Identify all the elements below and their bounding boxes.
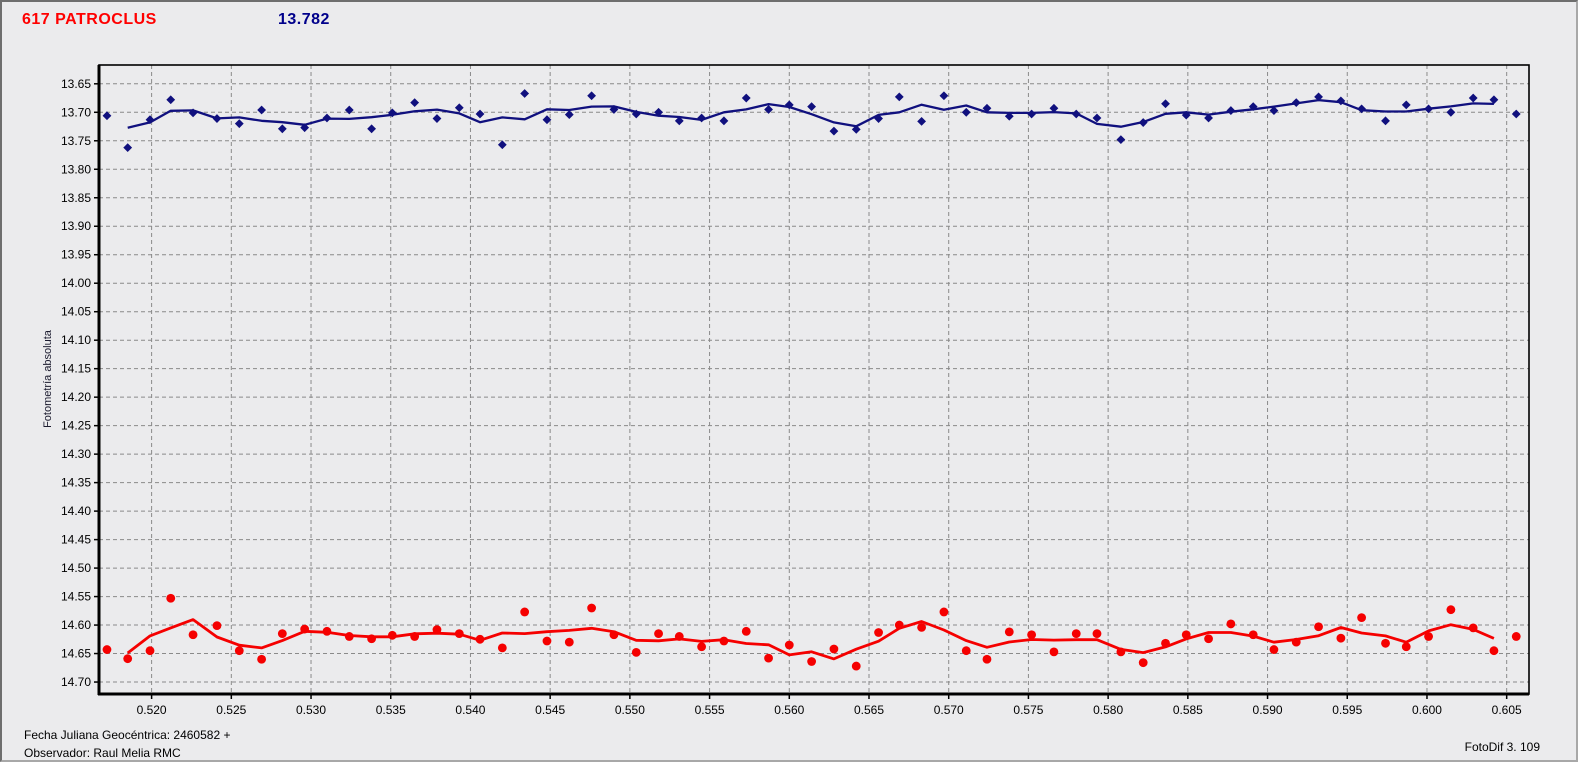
lower-red-curve xyxy=(102,593,1521,671)
svg-text:13.70: 13.70 xyxy=(61,105,91,119)
svg-text:13.75: 13.75 xyxy=(61,134,91,148)
svg-text:13.95: 13.95 xyxy=(61,248,91,262)
svg-text:14.25: 14.25 xyxy=(61,419,91,433)
svg-text:0.555: 0.555 xyxy=(695,703,725,717)
svg-text:14.65: 14.65 xyxy=(61,647,91,661)
svg-text:0.585: 0.585 xyxy=(1173,703,1203,717)
svg-text:0.535: 0.535 xyxy=(376,703,406,717)
svg-text:0.595: 0.595 xyxy=(1332,703,1362,717)
svg-text:13.80: 13.80 xyxy=(61,162,91,176)
svg-text:13.65: 13.65 xyxy=(61,77,91,91)
svg-text:0.560: 0.560 xyxy=(774,703,804,717)
svg-text:0.590: 0.590 xyxy=(1253,703,1283,717)
object-title: 617 PATROCLUS xyxy=(22,11,157,28)
svg-text:14.45: 14.45 xyxy=(61,533,91,547)
svg-text:0.550: 0.550 xyxy=(615,703,645,717)
software-version-label: FotoDif 3. 109 xyxy=(1464,740,1540,754)
svg-text:14.15: 14.15 xyxy=(61,362,91,376)
svg-text:0.600: 0.600 xyxy=(1412,703,1442,717)
svg-text:14.10: 14.10 xyxy=(61,333,91,347)
julian-date-label: Fecha Juliana Geocéntrica: 2460582 + xyxy=(24,728,231,742)
grid-lines xyxy=(99,65,1529,694)
svg-text:0.530: 0.530 xyxy=(296,703,326,717)
observer-label: Observador: Raul Melia RMC xyxy=(24,746,181,760)
svg-text:0.575: 0.575 xyxy=(1013,703,1043,717)
svg-text:14.00: 14.00 xyxy=(61,276,91,290)
y-axis-ticks: 13.65 13.70 13.75 13.80 13.85 13.90 13.95 14.00… xyxy=(61,77,99,689)
svg-text:14.30: 14.30 xyxy=(61,447,91,461)
svg-text:14.70: 14.70 xyxy=(61,675,91,689)
svg-text:0.580: 0.580 xyxy=(1093,703,1123,717)
svg-text:14.55: 14.55 xyxy=(61,590,91,604)
svg-text:13.85: 13.85 xyxy=(61,191,91,205)
svg-text:14.20: 14.20 xyxy=(61,390,91,404)
svg-text:0.605: 0.605 xyxy=(1492,703,1522,717)
svg-text:14.40: 14.40 xyxy=(61,504,91,518)
svg-text:0.545: 0.545 xyxy=(535,703,565,717)
plot-frame xyxy=(97,64,1530,696)
svg-text:0.525: 0.525 xyxy=(216,703,246,717)
mean-magnitude-value: 13.782 xyxy=(278,11,330,28)
svg-text:0.520: 0.520 xyxy=(137,703,167,717)
x-axis-ticks: 0.520 0.525 0.530 0.535 0.540 0.545 0.550 0.555… xyxy=(137,694,1522,717)
svg-text:14.05: 14.05 xyxy=(61,305,91,319)
svg-text:14.35: 14.35 xyxy=(61,476,91,490)
svg-text:0.570: 0.570 xyxy=(934,703,964,717)
svg-text:14.60: 14.60 xyxy=(61,618,91,632)
svg-text:14.50: 14.50 xyxy=(61,561,91,575)
svg-text:13.90: 13.90 xyxy=(61,219,91,233)
upper-blue-curve xyxy=(102,89,1521,153)
svg-text:0.565: 0.565 xyxy=(854,703,884,717)
svg-text:0.540: 0.540 xyxy=(455,703,485,717)
